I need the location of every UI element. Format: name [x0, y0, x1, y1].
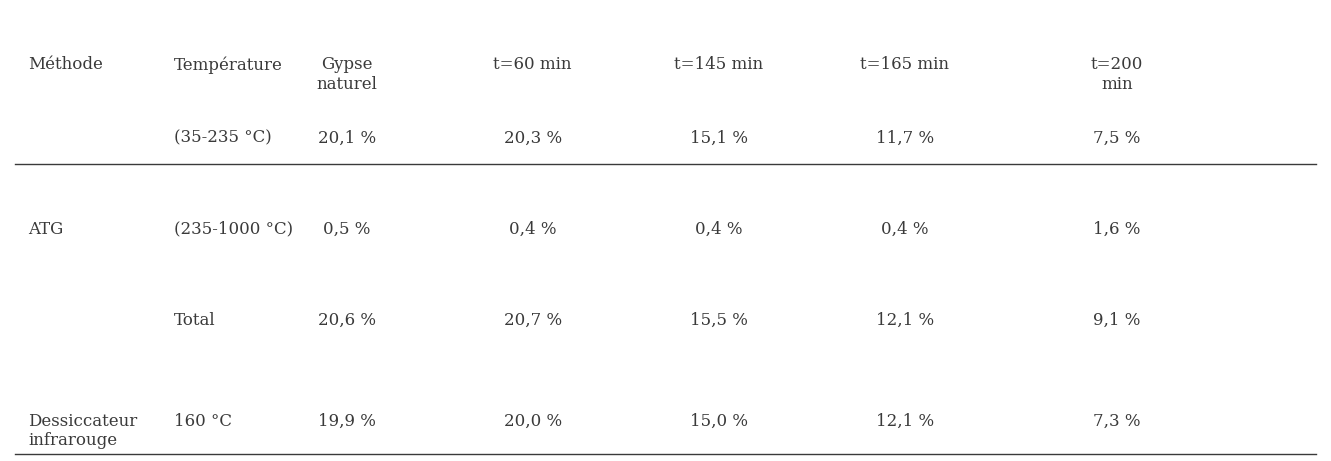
Text: (235-1000 °C): (235-1000 °C) — [174, 221, 293, 238]
Text: Gypse
naturel: Gypse naturel — [317, 56, 377, 93]
Text: 11,7 %: 11,7 % — [876, 130, 933, 147]
Text: 0,4 %: 0,4 % — [508, 221, 556, 238]
Text: 7,5 %: 7,5 % — [1093, 130, 1141, 147]
Text: 12,1 %: 12,1 % — [876, 312, 933, 329]
Text: 0,4 %: 0,4 % — [881, 221, 928, 238]
Text: 1,6 %: 1,6 % — [1093, 221, 1141, 238]
Text: 7,3 %: 7,3 % — [1093, 413, 1141, 430]
Text: 19,9 %: 19,9 % — [318, 413, 375, 430]
Text: 15,5 %: 15,5 % — [689, 312, 748, 329]
Text: 0,4 %: 0,4 % — [695, 221, 743, 238]
Text: Dessiccateur
infrarouge: Dessiccateur infrarouge — [28, 413, 137, 449]
Text: t=145 min: t=145 min — [673, 56, 763, 73]
Text: Total: Total — [174, 312, 216, 329]
Text: Température: Température — [174, 56, 284, 74]
Text: 15,0 %: 15,0 % — [689, 413, 748, 430]
Text: ATG: ATG — [28, 221, 63, 238]
Text: 0,5 %: 0,5 % — [323, 221, 370, 238]
Text: 160 °C: 160 °C — [174, 413, 232, 430]
Text: 20,6 %: 20,6 % — [318, 312, 375, 329]
Text: t=200
min: t=200 min — [1091, 56, 1143, 93]
Text: 20,3 %: 20,3 % — [503, 130, 562, 147]
Text: Méthode: Méthode — [28, 56, 102, 73]
Text: 20,1 %: 20,1 % — [318, 130, 375, 147]
Text: 15,1 %: 15,1 % — [689, 130, 748, 147]
Text: 12,1 %: 12,1 % — [876, 413, 933, 430]
Text: 20,7 %: 20,7 % — [503, 312, 562, 329]
Text: 20,0 %: 20,0 % — [503, 413, 562, 430]
Text: t=60 min: t=60 min — [494, 56, 572, 73]
Text: t=165 min: t=165 min — [860, 56, 949, 73]
Text: 9,1 %: 9,1 % — [1093, 312, 1141, 329]
Text: (35-235 °C): (35-235 °C) — [174, 130, 272, 147]
